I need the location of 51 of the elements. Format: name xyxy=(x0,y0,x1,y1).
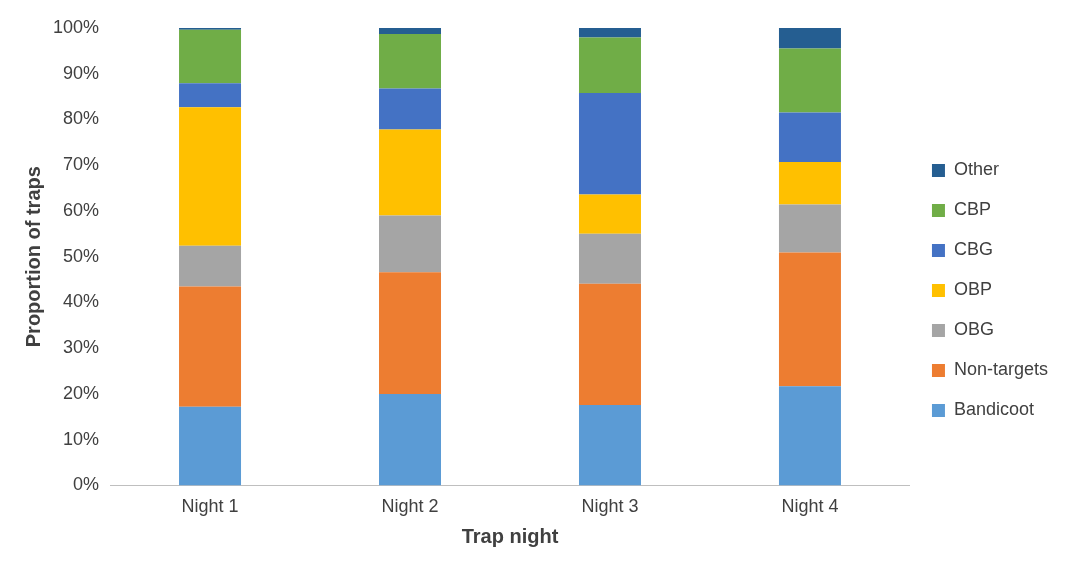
y-tick-label: 60% xyxy=(63,199,100,220)
bar xyxy=(379,215,441,273)
bar xyxy=(778,28,841,49)
legend-label: OBG xyxy=(953,319,994,340)
bar xyxy=(778,112,841,163)
x-axis-title: Trap night xyxy=(461,524,559,547)
bar xyxy=(578,194,641,234)
y-tick-label: 10% xyxy=(63,428,100,449)
bar xyxy=(778,204,841,253)
bar xyxy=(179,83,242,108)
legend-label: Non-targets xyxy=(953,359,1048,380)
bar xyxy=(778,162,841,205)
bar xyxy=(179,29,242,84)
bar xyxy=(379,393,441,486)
bar xyxy=(379,28,441,34)
bar xyxy=(778,48,841,113)
bar xyxy=(778,386,841,486)
bar xyxy=(179,107,242,246)
y-tick-label: 80% xyxy=(63,108,100,129)
bar xyxy=(578,233,641,284)
bar xyxy=(379,88,441,130)
y-tick-label: 90% xyxy=(63,62,100,83)
y-axis-title: Proportion of traps xyxy=(21,166,44,348)
x-tick-label: Night 1 xyxy=(181,496,239,517)
bar xyxy=(379,33,441,89)
legend-label: Other xyxy=(953,159,999,180)
bar xyxy=(179,245,242,287)
x-tick-label: Night 4 xyxy=(781,496,839,517)
y-tick-label: 40% xyxy=(63,291,100,312)
x-tick-label: Night 2 xyxy=(381,496,439,517)
y-tick-label: 50% xyxy=(63,245,100,266)
legend-label: OBP xyxy=(953,279,992,300)
bar xyxy=(379,129,441,216)
bar xyxy=(179,406,242,486)
y-tick-label: 30% xyxy=(63,337,100,358)
bar xyxy=(179,286,242,407)
y-tick-label: 70% xyxy=(63,154,100,175)
legend-label: CBG xyxy=(953,239,993,260)
y-tick-label: 20% xyxy=(63,382,100,403)
bar xyxy=(578,37,641,93)
bar xyxy=(578,28,641,38)
bar xyxy=(379,272,441,394)
bar xyxy=(578,92,641,195)
bar xyxy=(578,283,641,405)
legend-label: Bandicoot xyxy=(953,399,1035,420)
bar xyxy=(578,404,641,486)
y-tick-label: 0% xyxy=(73,474,100,495)
y-tick-label: 100% xyxy=(52,16,100,37)
x-tick-label: Night 3 xyxy=(581,496,639,517)
legend-label: CBP xyxy=(953,199,991,220)
bar xyxy=(778,252,841,387)
